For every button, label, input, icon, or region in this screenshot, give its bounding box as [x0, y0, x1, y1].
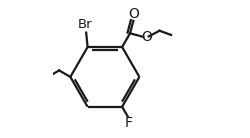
Text: Br: Br: [78, 18, 93, 31]
Text: O: O: [142, 30, 152, 44]
Text: O: O: [129, 7, 140, 21]
Text: F: F: [124, 116, 132, 130]
